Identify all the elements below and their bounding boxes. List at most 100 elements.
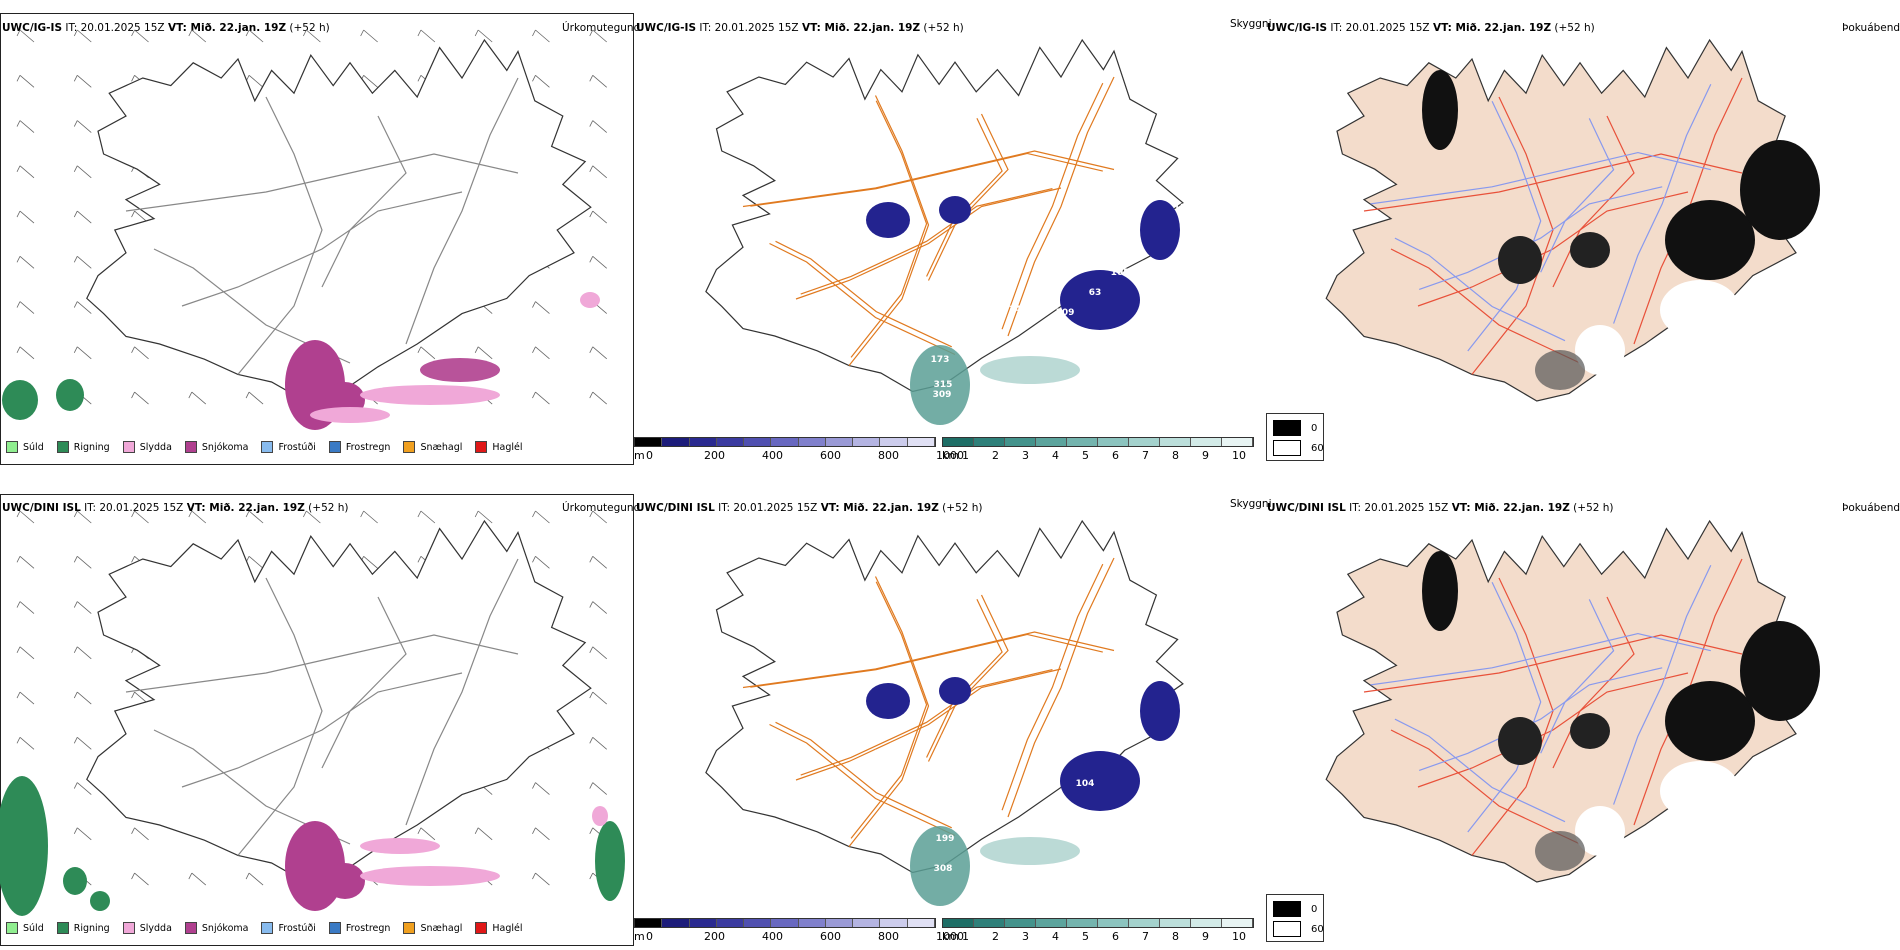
wind-barb <box>77 782 92 795</box>
visibility-value-label: 104 <box>1076 779 1095 789</box>
road-line <box>1552 115 1635 288</box>
wind-barb-tick <box>589 646 594 653</box>
road-line <box>1007 557 1115 818</box>
wind-barb-tick <box>73 165 78 172</box>
colorbar-tick-label: 2 <box>992 930 999 943</box>
wind-barb <box>19 737 35 750</box>
wind-barb <box>134 827 149 841</box>
fog-legend-dark-label: 0 <box>1311 903 1318 915</box>
wind-barb-tick <box>417 29 422 37</box>
wind-barb <box>535 555 550 569</box>
wind-barb-tick <box>589 256 594 263</box>
colorbar-tick-label: 3 <box>1022 930 1029 943</box>
rain-area <box>2 380 38 420</box>
legend-swatch <box>122 922 135 934</box>
legend-label: Frostúði <box>278 922 316 934</box>
wind-barb-tick <box>188 391 193 399</box>
wind-barb <box>77 346 92 360</box>
fog-area <box>1740 621 1820 721</box>
legend-swatch <box>403 441 416 453</box>
wind-barb-tick <box>73 29 78 37</box>
wind-barb <box>77 827 92 841</box>
legend-swatch <box>122 441 135 453</box>
colorbar-tick-label: 2 <box>992 449 999 462</box>
colorbar-segment <box>1067 438 1098 446</box>
wind-barb-tick <box>589 827 594 835</box>
colorbar-tick-label: 5 <box>1082 449 1089 462</box>
wind-barb-tick <box>532 301 536 308</box>
fog-legend-light-swatch <box>1273 440 1301 456</box>
wind-barb <box>77 74 92 88</box>
visibility-value-label: 14 <box>1009 305 1022 315</box>
colorbar-tick-label: 1 <box>962 930 969 943</box>
wind-barb-tick <box>73 210 78 218</box>
wind-barb <box>248 391 264 405</box>
wind-barb <box>134 346 149 360</box>
legend-swatch <box>184 922 197 934</box>
river-line <box>1419 186 1663 290</box>
wind-barb <box>77 737 92 750</box>
colorbar-tick-label: 0 <box>646 449 653 462</box>
colorbar-segment <box>943 919 974 927</box>
colorbar-unit: km <box>942 449 960 462</box>
colorbar-tick-label: 6 <box>1112 930 1119 943</box>
road-line <box>181 191 463 307</box>
colorbar-segment <box>853 919 881 927</box>
fog-area <box>1422 551 1458 631</box>
wind-barb <box>248 555 264 569</box>
colorbar-segment <box>1191 919 1222 927</box>
wind-barb <box>19 691 35 705</box>
valid-time: VT: Mið. 22.jan. 19Z <box>801 22 921 34</box>
low-visibility-area <box>939 677 971 705</box>
wind-barb <box>477 29 493 43</box>
wind-barb-tick <box>188 872 193 880</box>
road-line <box>1007 76 1115 337</box>
wind-barb-tick <box>16 301 21 308</box>
init-time: IT: 20.01.2025 15Z <box>699 22 799 34</box>
wind-barb <box>420 346 436 360</box>
colorbar-segment <box>1067 919 1098 927</box>
visibility-value-label: 101 <box>901 348 920 358</box>
wind-barb <box>420 827 436 841</box>
wind-barb-tick <box>131 391 135 399</box>
road-line <box>927 113 1009 281</box>
wind-barb-tick <box>417 75 422 82</box>
wind-barb <box>592 346 607 360</box>
legend-label: Snjókoma <box>201 441 249 453</box>
wind-barb-tick <box>474 510 479 518</box>
wind-barb <box>19 646 35 660</box>
init-time: IT: 20.01.2025 15Z <box>1330 22 1430 34</box>
colorbar-segment <box>1098 919 1129 927</box>
colorbar-tick-label: 6 <box>1112 449 1119 462</box>
colorbar-tick-label: 200 <box>704 930 725 943</box>
wind-barb-tick <box>16 75 21 82</box>
init-time: IT: 20.01.2025 15Z <box>84 502 184 514</box>
colorbar-tick-label: 4 <box>1052 449 1059 462</box>
precip-type-legend: Súld Rigning Slydda Snjókoma Frostúði Frostre… <box>6 919 536 937</box>
clear-area <box>1660 280 1740 340</box>
road-line <box>795 187 1062 300</box>
wind-barb-tick <box>16 29 21 37</box>
visibility-value-label: 18 <box>1174 203 1187 213</box>
wind-barb-tick <box>131 556 135 563</box>
wind-barb <box>535 510 550 524</box>
low-visibility-area <box>1140 200 1180 260</box>
legend-item-súld: Súld <box>6 441 44 453</box>
wind-barb <box>77 510 92 524</box>
fog-header: UWC/DINI ISL IT: 20.01.2025 15Z VT: Mið.… <box>1267 502 1614 515</box>
wind-barb <box>191 510 207 524</box>
colorbar-strip <box>634 437 936 447</box>
model-name: UWC/IG-IS <box>1267 22 1328 34</box>
wind-barb-tick <box>245 510 250 518</box>
fog-legend-dark-swatch <box>1273 420 1301 436</box>
wind-barb <box>535 872 550 886</box>
wind-barb-tick <box>16 346 21 354</box>
visibility-value-label: 63 <box>1089 288 1102 298</box>
precip-header: UWC/DINI ISL IT: 20.01.2025 15Z VT: Mið.… <box>2 502 349 515</box>
colorbar-tick-label: 3 <box>1022 449 1029 462</box>
wind-barb <box>19 256 35 269</box>
model-name: UWC/DINI ISL <box>2 502 81 514</box>
colorbar-unit: m <box>634 449 645 462</box>
model-name: UWC/DINI ISL <box>636 502 715 514</box>
colorbar-segment <box>943 438 974 446</box>
